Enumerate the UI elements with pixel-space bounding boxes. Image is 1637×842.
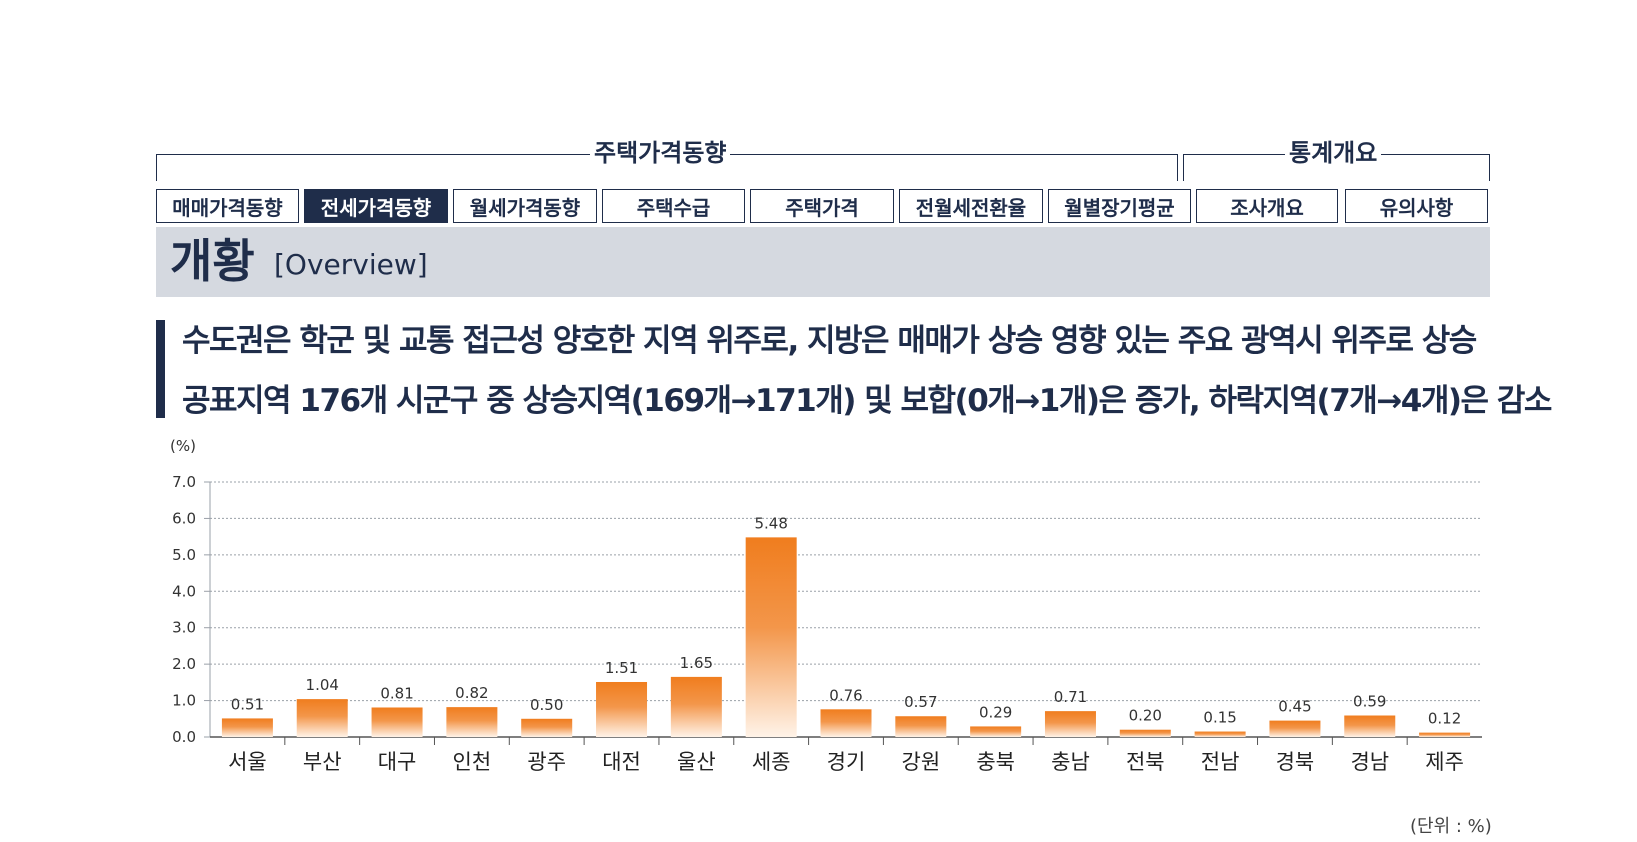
- bar: [371, 707, 423, 737]
- x-tick-label: 전남: [1201, 750, 1240, 774]
- data-label: 0.71: [1054, 688, 1087, 706]
- bar: [745, 537, 797, 737]
- overview-subtitle: [Overview]: [274, 248, 428, 281]
- x-tick-label: 세종: [752, 750, 791, 774]
- x-tick-label: 충남: [1051, 750, 1090, 774]
- y-tick-label: 4.0: [172, 582, 196, 600]
- bar: [1344, 715, 1396, 737]
- x-tick-label: 경남: [1350, 750, 1389, 774]
- y-tick-label: 0.0: [172, 728, 196, 746]
- data-label: 0.51: [231, 695, 264, 713]
- x-tick-label: 대전: [602, 750, 641, 774]
- tab-housing-price[interactable]: 주택가격: [750, 189, 894, 223]
- data-label: 0.29: [979, 703, 1012, 721]
- data-label: 0.59: [1353, 693, 1386, 711]
- bar: [1194, 731, 1246, 737]
- y-tick-label: 5.0: [172, 546, 196, 564]
- x-tick-label: 경북: [1276, 750, 1315, 774]
- bar: [1119, 729, 1171, 737]
- bar: [221, 718, 273, 737]
- data-label: 0.82: [455, 684, 488, 702]
- data-label: 0.50: [530, 696, 563, 714]
- x-tick-label: 광주: [527, 750, 566, 774]
- tab-notes[interactable]: 유의사항: [1345, 189, 1488, 223]
- tab-survey-overview[interactable]: 조사개요: [1196, 189, 1338, 223]
- x-tick-label: 울산: [677, 750, 716, 774]
- x-tick-label: 강원: [902, 750, 941, 774]
- bar: [895, 716, 947, 737]
- data-label: 0.15: [1203, 709, 1236, 727]
- x-tick-label: 충북: [976, 750, 1015, 774]
- bar: [296, 699, 348, 737]
- x-tick-label: 인천: [453, 750, 492, 774]
- headline-line-1: 수도권은 학군 및 교통 접근성 양호한 지역 위주로, 지방은 매매가 상승 …: [182, 323, 1477, 359]
- bar: [670, 676, 722, 737]
- data-label: 1.51: [605, 659, 638, 677]
- overview-panel: 개황 [Overview]: [156, 227, 1490, 297]
- tab-housing-supply[interactable]: 주택수급: [602, 189, 745, 223]
- headline-accent-bar: [156, 320, 165, 418]
- bar: [1269, 720, 1321, 737]
- data-label: 0.12: [1428, 710, 1461, 728]
- tab-bar: 매매가격동향 전세가격동향 월세가격동향 주택수급 주택가격 전월세전환율 월별…: [156, 189, 1490, 225]
- group-label-housing-price: 주택가격동향: [590, 139, 731, 167]
- data-label: 0.76: [829, 686, 862, 704]
- x-tick-label: 전북: [1126, 750, 1165, 774]
- bar: [596, 681, 648, 737]
- x-tick-label: 부산: [303, 750, 342, 774]
- bar: [970, 726, 1022, 737]
- data-label: 0.20: [1129, 707, 1162, 725]
- data-label: 1.65: [680, 654, 713, 672]
- y-tick-label: 7.0: [172, 473, 196, 491]
- y-tick-label: 3.0: [172, 619, 196, 637]
- tab-jeonse-price[interactable]: 전세가격동향: [304, 189, 448, 223]
- x-tick-label: 서울: [228, 750, 267, 774]
- unit-note: (단위 : %): [1410, 816, 1492, 837]
- overview-title: 개황: [170, 234, 255, 288]
- data-label: 0.57: [904, 693, 937, 711]
- bar: [820, 709, 872, 737]
- tab-sale-price[interactable]: 매매가격동향: [156, 189, 299, 223]
- tab-monthly-long-term-avg[interactable]: 월별장기평균: [1048, 189, 1191, 223]
- tab-monthly-rent-price[interactable]: 월세가격동향: [453, 189, 597, 223]
- data-label: 0.81: [380, 684, 413, 702]
- bar: [446, 707, 498, 737]
- y-tick-label: 1.0: [172, 692, 196, 710]
- headline-line-2: 공표지역 176개 시군구 중 상승지역(169개→171개) 및 보합(0개→…: [182, 383, 1552, 419]
- data-label: 5.48: [754, 514, 787, 532]
- bar: [521, 718, 573, 737]
- x-tick-label: 제주: [1425, 750, 1464, 774]
- y-tick-label: 2.0: [172, 655, 196, 673]
- bar: [1419, 732, 1471, 737]
- data-label: 0.45: [1278, 698, 1311, 716]
- x-tick-label: 대구: [378, 750, 417, 774]
- bar: [1044, 711, 1096, 737]
- data-label: 1.04: [306, 676, 339, 694]
- y-tick-label: 6.0: [172, 509, 196, 527]
- group-label-stats-overview: 통계개요: [1285, 139, 1382, 167]
- y-axis-unit: (%): [170, 437, 196, 455]
- x-tick-label: 경기: [827, 750, 866, 774]
- tab-conversion-rate[interactable]: 전월세전환율: [899, 189, 1043, 223]
